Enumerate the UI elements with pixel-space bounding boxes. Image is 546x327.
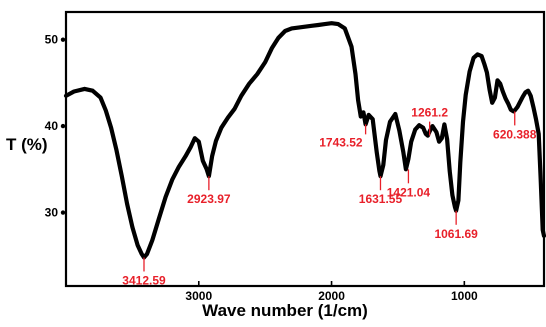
- y-tick-label: 50: [45, 33, 59, 47]
- spectrum-line: [63, 21, 546, 260]
- peak-annotation: 2923.97: [187, 176, 231, 206]
- x-tick-label: 1000: [451, 289, 478, 303]
- x-tick-label: 3000: [185, 289, 212, 303]
- y-tick-label: 40: [45, 119, 59, 133]
- peak-annotation: 620.388: [493, 111, 537, 141]
- peak-label: 3412.59: [122, 273, 166, 287]
- peak-label: 620.388: [493, 127, 537, 141]
- peak-annotation: 1743.52: [319, 124, 367, 149]
- peak-annotation: 1061.69: [434, 210, 478, 241]
- peak-label: 1421.04: [387, 185, 431, 199]
- peak-annotation: 1261.2: [411, 106, 448, 136]
- peak-label: 2923.97: [187, 192, 231, 206]
- y-tick-dot: [60, 123, 66, 129]
- peak-annotation: 1631.55: [359, 176, 403, 206]
- peak-label: 1261.2: [411, 106, 448, 120]
- peak-label: 1743.52: [319, 135, 363, 149]
- y-tick-dot: [60, 37, 66, 42]
- y-tick-label: 30: [45, 206, 59, 220]
- ticks-layer: 3000 2000 1000 30 40 50: [45, 33, 478, 303]
- peak-label: 1631.55: [359, 192, 403, 206]
- peak-label: 1061.69: [434, 227, 478, 241]
- y-axis-title: T (%): [6, 135, 48, 154]
- y-tick-dot: [60, 210, 66, 215]
- peak-annotation: 1421.04: [387, 169, 431, 199]
- plot-frame: [64, 10, 546, 288]
- x-tick-label: 2000: [318, 289, 345, 303]
- x-axis-title: Wave number (1/cm): [202, 301, 368, 320]
- peak-annotation: 3412.59: [122, 257, 166, 287]
